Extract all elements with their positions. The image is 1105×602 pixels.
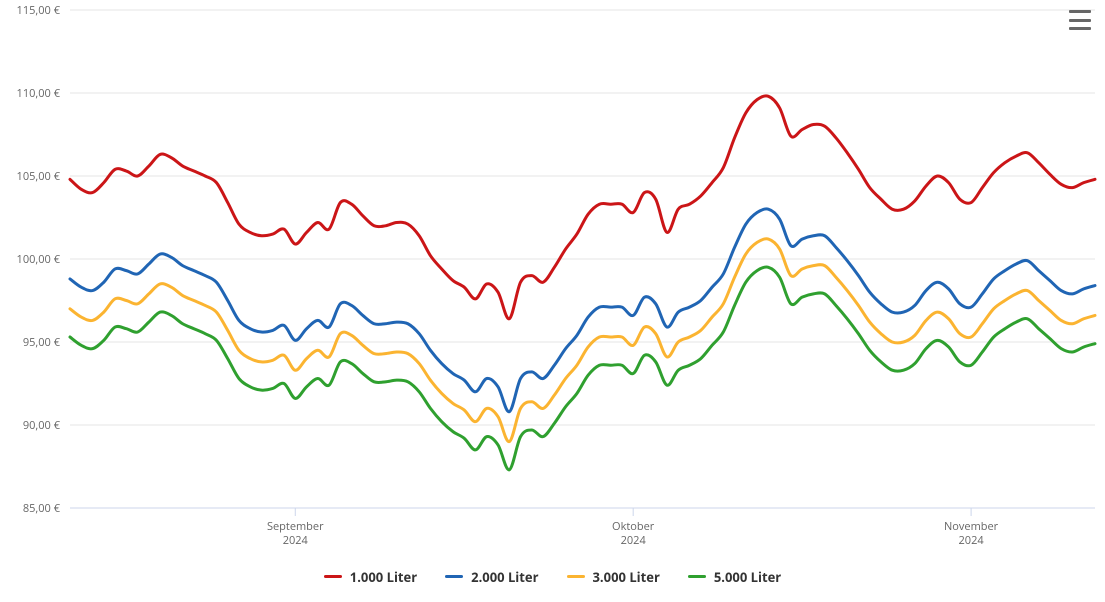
legend-label: 1.000 Liter (350, 568, 417, 586)
y-axis-label: 115,00 € (17, 3, 61, 18)
legend-swatch (445, 575, 463, 578)
legend-swatch (688, 575, 706, 578)
legend-item[interactable]: 3.000 Liter (567, 568, 660, 586)
y-axis-label: 90,00 € (23, 418, 61, 433)
y-axis-label: 105,00 € (17, 169, 61, 184)
legend-swatch (324, 575, 342, 578)
y-axis-label: 110,00 € (17, 86, 61, 101)
chart-legend: 1.000 Liter 2.000 Liter 3.000 Liter 5.000 L… (0, 564, 1105, 586)
x-axis-label: Oktober (612, 519, 655, 534)
price-line-chart: 85,00 € 90,00 € 95,00 € 100,00 € 105,00 € 110… (0, 0, 1105, 602)
legend-label: 3.000 Liter (593, 568, 660, 586)
y-axis-label: 100,00 € (17, 252, 61, 267)
chart-container: 85,00 € 90,00 € 95,00 € 100,00 € 105,00 € 110… (0, 0, 1105, 602)
x-axis-label: 2024 (283, 533, 309, 548)
legend-label: 2.000 Liter (471, 568, 538, 586)
chart-menu-icon[interactable] (1069, 8, 1091, 32)
x-axis-label: September (267, 519, 324, 534)
legend-item[interactable]: 2.000 Liter (445, 568, 538, 586)
x-axis-label: 2024 (621, 533, 647, 548)
legend-label: 5.000 Liter (714, 568, 781, 586)
series-line[interactable] (70, 96, 1095, 319)
legend-item[interactable]: 5.000 Liter (688, 568, 781, 586)
y-axis-label: 85,00 € (23, 501, 61, 516)
legend-item[interactable]: 1.000 Liter (324, 568, 417, 586)
y-axis-label: 95,00 € (23, 335, 61, 350)
series-line[interactable] (70, 267, 1095, 470)
x-axis-label: November (944, 519, 999, 534)
x-axis-label: 2024 (959, 533, 985, 548)
legend-swatch (567, 575, 585, 578)
